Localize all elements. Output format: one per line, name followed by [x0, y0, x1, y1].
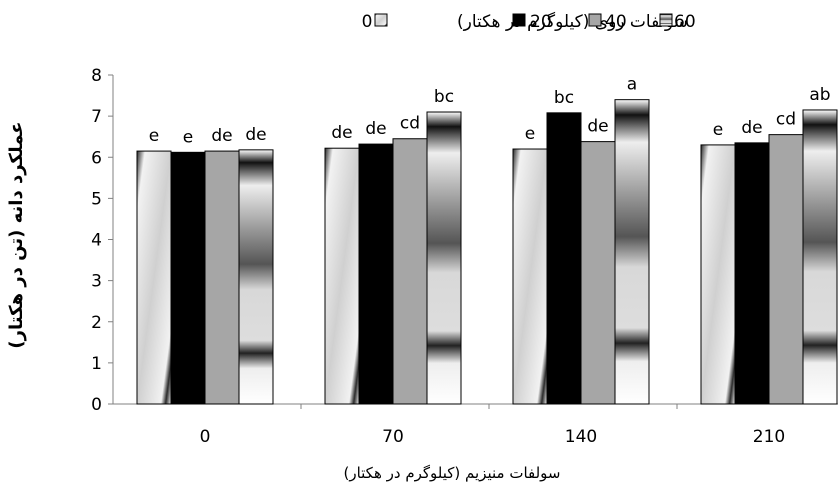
data-label-letter: de	[587, 117, 608, 137]
bar-60-210	[802, 109, 838, 405]
data-label-letter: de	[741, 118, 762, 138]
bar-0-140	[512, 148, 548, 405]
x-tick-label: 210	[753, 427, 785, 447]
bar-0-70	[324, 147, 360, 405]
bar-40-70	[392, 138, 428, 405]
y-tick-label: 4	[91, 231, 102, 251]
bar-40-0	[204, 150, 240, 405]
data-label-letter: bc	[554, 88, 574, 108]
y-tick-label: 2	[91, 313, 102, 333]
bar-0-210	[700, 144, 736, 405]
legend-entry-1: 20	[512, 12, 552, 32]
legend-title: سولفات روی (کیلوگرم در هکتار)	[457, 11, 688, 32]
y-tick-label: 0	[91, 395, 102, 415]
x-tick-label: 70	[382, 427, 404, 447]
bar-0-0	[136, 150, 172, 405]
bar-40-210	[768, 134, 804, 405]
data-label-letter: cd	[400, 114, 420, 134]
bar-20-70	[358, 143, 394, 405]
bar-20-140	[546, 112, 582, 405]
bar-40-140	[580, 141, 616, 405]
data-label-letter: ab	[809, 85, 830, 105]
y-tick-label: 6	[91, 148, 102, 168]
y-tick-label: 3	[91, 272, 102, 292]
legend-label-3: 60	[674, 12, 696, 32]
bar-60-0	[238, 149, 274, 405]
legend-entry-3: 60	[659, 12, 696, 32]
data-label-letter: bc	[434, 87, 454, 107]
data-label-letter: e	[149, 126, 159, 146]
legend: سولفات روی (کیلوگرم در هکتار) 0 20 40 60	[362, 11, 696, 32]
legend-swatch-3	[659, 13, 673, 27]
y-tick-label: 5	[91, 189, 102, 209]
bar-60-70	[426, 111, 462, 405]
data-label-letter: cd	[776, 110, 796, 130]
y-tick-label: 8	[91, 66, 102, 86]
x-axis-title: سولفات منیزیم (کیلوگرم در هکتار)	[343, 464, 560, 482]
y-axis-title: عملکرد دانه (تن در هکتار)	[6, 121, 27, 348]
data-label-letter: de	[365, 119, 386, 139]
legend-swatch-1	[512, 13, 526, 27]
bar-60-140	[614, 99, 650, 405]
x-tick-label: 0	[200, 427, 211, 447]
x-tick-label: 140	[565, 427, 597, 447]
data-label-letter: e	[183, 127, 193, 147]
legend-label-1: 20	[530, 12, 552, 32]
data-label-letter: e	[525, 124, 535, 144]
legend-entry-2: 40	[588, 12, 627, 32]
data-label-letter: e	[713, 120, 723, 140]
data-label-letter: de	[211, 126, 232, 146]
data-label-letter: de	[245, 125, 266, 145]
data-label-letter: a	[627, 75, 637, 95]
y-tick-label: 1	[91, 354, 102, 374]
legend-swatch-2	[588, 13, 602, 27]
bar-20-0	[170, 151, 206, 405]
legend-entry-0: 0	[362, 12, 388, 32]
legend-swatch-0	[374, 13, 388, 27]
legend-label-2: 40	[605, 12, 627, 32]
legend-label-0: 0	[362, 12, 373, 32]
bar-20-210	[734, 142, 770, 405]
y-tick-label: 7	[91, 107, 102, 127]
data-label-letter: de	[331, 123, 352, 143]
